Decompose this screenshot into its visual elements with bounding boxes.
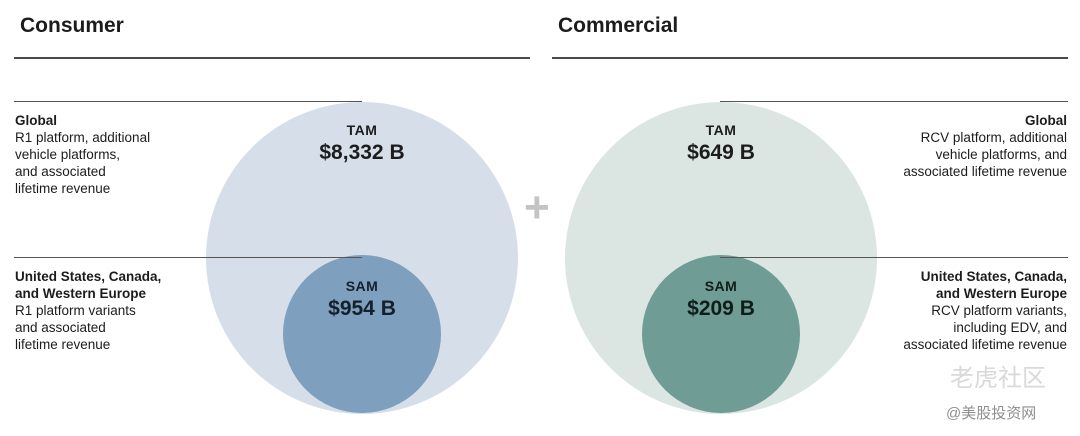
plus-icon: + [524,183,550,232]
consumer-global-description: R1 platform, additional vehicle platform… [15,130,151,196]
watermark-sub: @美股投资网 [946,405,1037,422]
commercial-regional-label: United States, Canada, and Western Europ… [827,268,1067,353]
consumer-regional-leader [14,257,362,258]
commercial-title: Commercial [558,14,679,37]
watermark-main: 老虎社区 [950,365,1046,392]
consumer-global-heading: Global [15,113,58,128]
commercial-sam-caption: SAM [704,278,738,294]
commercial-divider [552,57,1068,59]
commercial-sam-circle [642,255,800,413]
consumer-tam-value: $8,332 B [319,141,405,164]
commercial-sam-value: $209 B [687,297,755,320]
commercial-tam-label: TAM $649 B [641,122,801,165]
consumer-regional-label: United States, Canada, and Western Europ… [15,268,245,353]
consumer-sam-caption: SAM [345,278,379,294]
consumer-tam-label: TAM $8,332 B [282,122,442,165]
commercial-global-label: Global RCV platform, additional vehicle … [827,112,1067,180]
consumer-sam-circle [283,255,441,413]
commercial-sam-label: SAM $209 B [641,278,801,321]
consumer-sam-value: $954 B [328,297,396,320]
commercial-tam-value: $649 B [687,141,755,164]
commercial-regional-description: RCV platform variants, including EDV, an… [903,303,1067,352]
consumer-title: Consumer [20,14,124,37]
commercial-global-description: RCV platform, additional vehicle platfor… [903,130,1067,179]
consumer-global-leader [14,101,362,102]
consumer-tam-caption: TAM [346,122,378,138]
consumer-sam-label: SAM $954 B [282,278,442,321]
consumer-global-label: Global R1 platform, additional vehicle p… [15,112,245,197]
commercial-global-leader [720,101,1068,102]
commercial-global-heading: Global [1024,113,1067,128]
consumer-regional-heading: United States, Canada, and Western Europ… [15,269,162,301]
commercial-tam-caption: TAM [705,122,737,138]
consumer-divider [14,57,530,59]
commercial-regional-leader [720,257,1068,258]
consumer-regional-description: R1 platform variants and associated life… [15,303,136,352]
commercial-regional-heading: United States, Canada, and Western Europ… [920,269,1067,301]
